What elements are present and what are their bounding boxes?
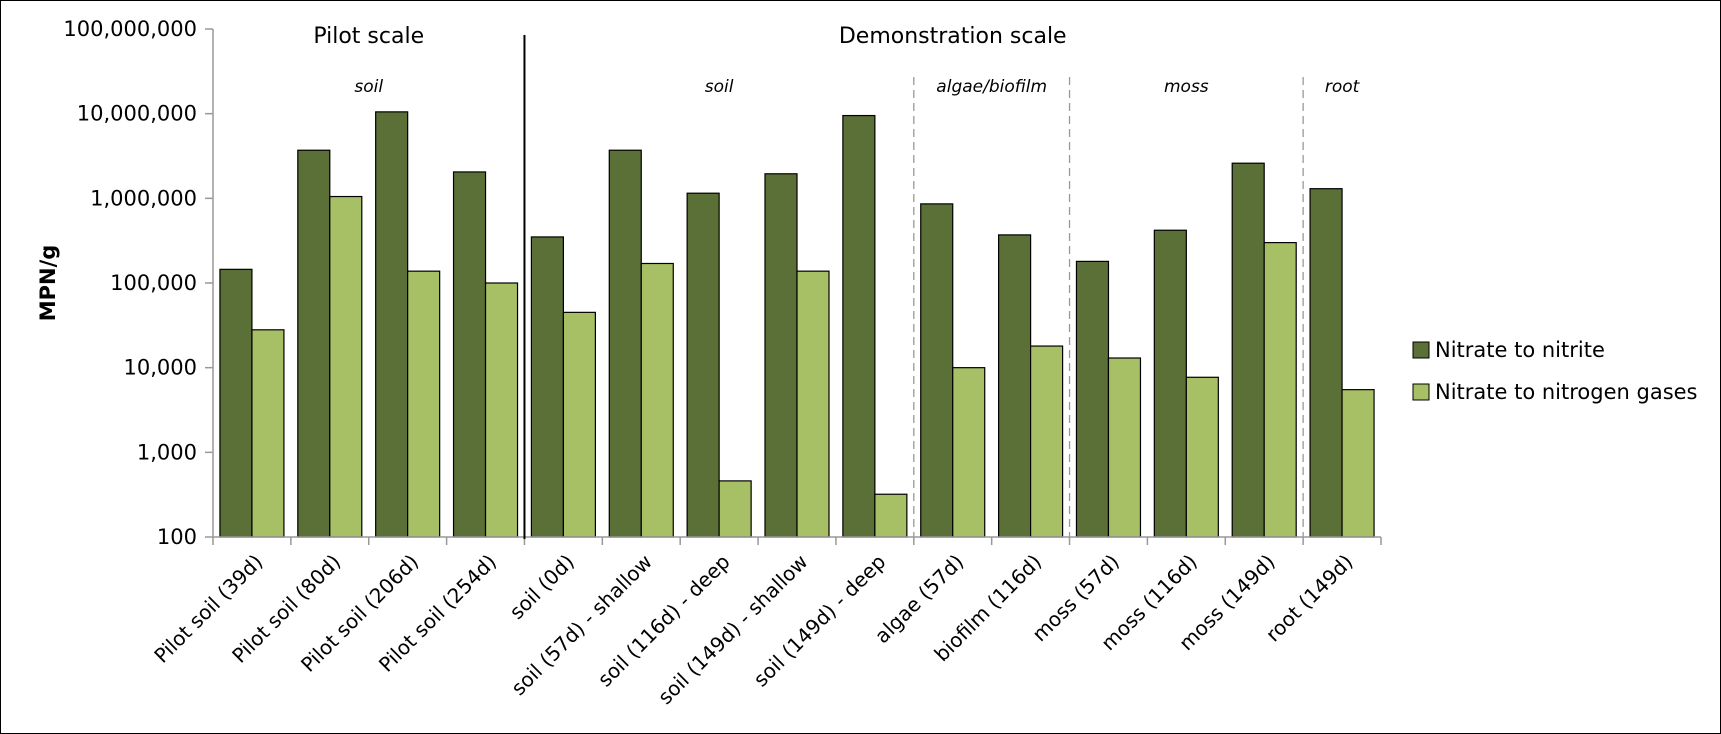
group-label: soil (705, 77, 734, 97)
bar-nitrite-9 (920, 203, 954, 538)
group-label: root (1325, 77, 1361, 97)
bar-nitrogen-gases-11 (1107, 357, 1142, 538)
y-axis-label: MPN/g (36, 245, 60, 322)
x-category-label: soil (149d) - deep (749, 550, 891, 692)
legend-label: Nitrate to nitrogen gases (1435, 380, 1698, 404)
bar-nitrogen-gases-8 (874, 493, 908, 538)
group-label: soil (354, 77, 383, 97)
group-label: moss (1164, 77, 1209, 97)
legend-swatch-0 (1412, 341, 1430, 359)
y-tick-label: 10,000,000 (77, 102, 197, 126)
section-title: Pilot scale (313, 24, 424, 49)
x-category-label: soil (116d) - deep (593, 550, 735, 692)
bar-nitrite-6 (686, 192, 720, 538)
bar-nitrite-11 (1075, 260, 1110, 538)
y-tick-label: 10,000 (124, 356, 197, 380)
bar-nitrogen-gases-6 (718, 480, 752, 538)
bar-nitrogen-gases-0 (251, 329, 285, 538)
y-tick-label: 100,000,000 (63, 17, 197, 41)
section-title: Demonstration scale (839, 24, 1067, 49)
bar-nitrite-2 (375, 111, 409, 538)
legend: Nitrate to nitrite Nitrate to nitrogen ga… (1412, 338, 1698, 404)
bar-nitrogen-gases-10 (1029, 345, 1064, 538)
bar-nitrite-3 (452, 171, 487, 538)
bars-layer (219, 111, 1375, 538)
bar-nitrogen-gases-3 (484, 282, 519, 538)
bar-nitrite-10 (997, 234, 1032, 538)
bar-nitrogen-gases-13 (1263, 242, 1297, 538)
bar-nitrogen-gases-7 (796, 270, 830, 538)
bar-nitrite-1 (297, 149, 331, 538)
bar-nitrite-7 (764, 173, 798, 538)
bar-nitrite-14 (1309, 188, 1343, 538)
bar-nitrite-12 (1153, 229, 1187, 538)
x-category-label: soil (0d) (505, 550, 579, 624)
group-label: algae/biofilm (936, 77, 1047, 97)
bar-nitrite-4 (530, 236, 565, 538)
bar-nitrite-5 (608, 149, 642, 538)
y-tick-label: 1,000 (137, 440, 197, 464)
annotation-layer: Pilot scale Demonstration scale soil soil al… (313, 24, 1361, 539)
bar-nitrogen-gases-1 (329, 195, 363, 538)
bar-nitrogen-gases-4 (562, 311, 597, 538)
bar-nitrite-13 (1231, 162, 1265, 538)
x-category-label: soil (57d) - shallow (506, 550, 657, 701)
x-category-label: soil (149d) - shallow (653, 550, 813, 710)
bar-nitrogen-gases-12 (1185, 376, 1219, 538)
y-tick-label: 100 (157, 525, 197, 549)
bar-nitrite-8 (842, 114, 876, 538)
bar-nitrogen-gases-9 (952, 367, 986, 538)
y-tick-label: 1,000,000 (90, 186, 197, 210)
legend-swatch-1 (1412, 383, 1430, 401)
bar-nitrite-0 (219, 268, 253, 538)
y-tick-label: 100,000 (110, 271, 197, 295)
bar-nitrogen-gases-2 (407, 270, 441, 538)
bar-nitrogen-gases-14 (1341, 389, 1375, 538)
bar-nitrogen-gases-5 (640, 262, 674, 538)
legend-label: Nitrate to nitrite (1435, 338, 1605, 362)
